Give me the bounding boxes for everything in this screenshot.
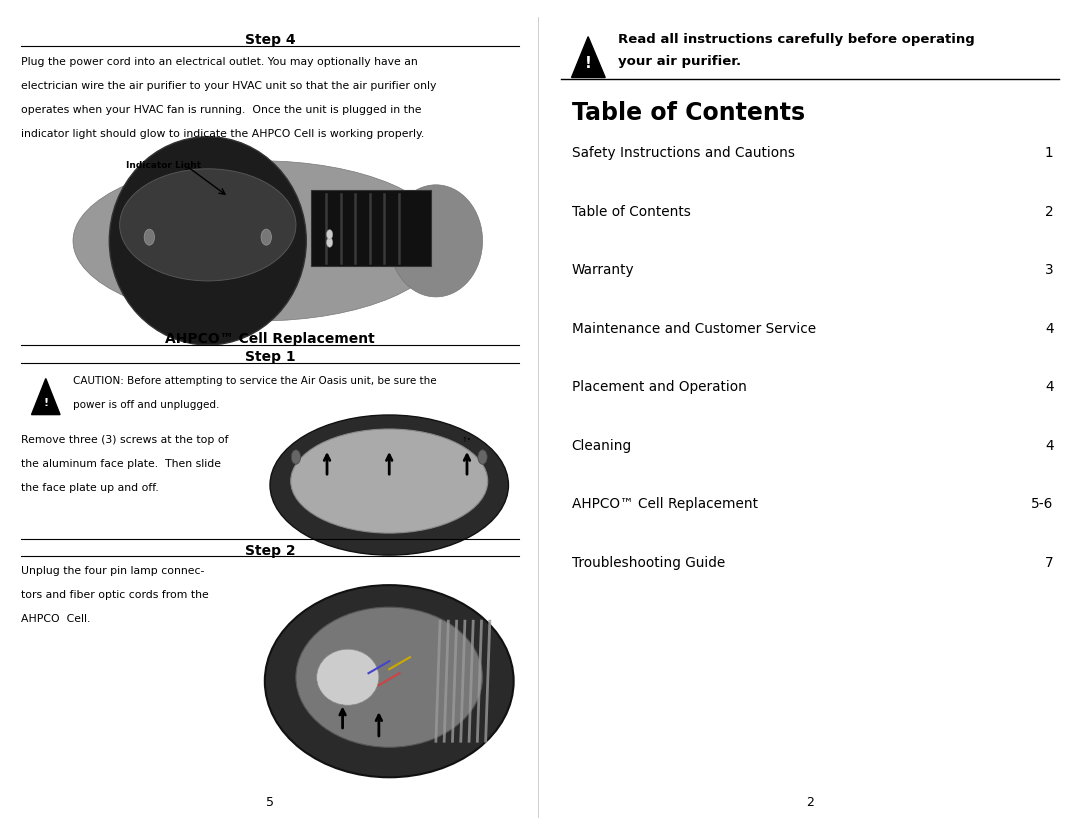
Text: Table of Contents: Table of Contents: [571, 205, 690, 219]
Ellipse shape: [324, 465, 454, 529]
Text: Warranty: Warranty: [571, 264, 634, 277]
FancyBboxPatch shape: [311, 190, 431, 267]
Text: indicator light should glow to indicate the AHPCO Cell is working properly.: indicator light should glow to indicate …: [22, 128, 424, 138]
Text: power is off and unplugged.: power is off and unplugged.: [73, 400, 219, 410]
Text: Placement and Operation: Placement and Operation: [571, 380, 746, 394]
Text: operates when your HVAC fan is running.  Once the unit is plugged in the: operates when your HVAC fan is running. …: [22, 105, 421, 115]
Text: AHPCO  Cell.: AHPCO Cell.: [22, 614, 91, 624]
Text: 4: 4: [1045, 439, 1054, 453]
Circle shape: [144, 229, 154, 245]
Text: the aluminum face plate.  Then slide: the aluminum face plate. Then slide: [22, 459, 221, 469]
Text: Step 1: Step 1: [245, 349, 295, 364]
Text: 3: 3: [1045, 264, 1054, 277]
Text: CAUTION: Before attempting to service the Air Oasis unit, be sure the: CAUTION: Before attempting to service th…: [73, 376, 436, 386]
Text: tors and fiber optic cords from the: tors and fiber optic cords from the: [22, 590, 208, 600]
Text: 5-6: 5-6: [1031, 497, 1054, 511]
Circle shape: [326, 238, 333, 247]
Text: !: !: [584, 57, 592, 72]
Text: Maintenance and Customer Service: Maintenance and Customer Service: [571, 322, 815, 336]
Text: AHPCO™ Cell Replacement: AHPCO™ Cell Replacement: [571, 497, 757, 511]
Polygon shape: [31, 379, 60, 414]
Text: Plug the power cord into an electrical outlet. You may optionally have an: Plug the power cord into an electrical o…: [22, 57, 418, 67]
Circle shape: [261, 229, 271, 245]
Text: 5: 5: [266, 796, 274, 809]
Text: Unplug the four pin lamp connec-: Unplug the four pin lamp connec-: [22, 566, 204, 576]
Ellipse shape: [389, 185, 483, 297]
Text: !: !: [43, 399, 49, 409]
Text: 1: 1: [1045, 147, 1054, 160]
Text: 4: 4: [1045, 380, 1054, 394]
Text: Read all instructions carefully before operating: Read all instructions carefully before o…: [618, 33, 975, 46]
Text: the face plate up and off.: the face plate up and off.: [22, 483, 159, 493]
Text: 2: 2: [1045, 205, 1054, 219]
Text: ↑•: ↑•: [462, 437, 472, 443]
Ellipse shape: [120, 168, 296, 281]
Text: Indicator Light: Indicator Light: [126, 161, 201, 170]
Circle shape: [477, 450, 487, 465]
Circle shape: [326, 229, 333, 239]
Text: AHPCO™ Cell Replacement: AHPCO™ Cell Replacement: [165, 332, 375, 346]
Text: Table of Contents: Table of Contents: [571, 101, 805, 125]
Ellipse shape: [265, 585, 514, 777]
Ellipse shape: [109, 137, 307, 345]
Ellipse shape: [73, 161, 446, 321]
Text: 4: 4: [1045, 322, 1054, 336]
Text: Step 4: Step 4: [245, 33, 295, 47]
Text: Troubleshooting Guide: Troubleshooting Guide: [571, 555, 725, 570]
Text: Cleaning: Cleaning: [571, 439, 632, 453]
Text: your air purifier.: your air purifier.: [618, 55, 741, 68]
Ellipse shape: [291, 429, 488, 533]
Text: 2: 2: [806, 796, 814, 809]
Text: Step 2: Step 2: [245, 544, 295, 557]
Text: 7: 7: [1045, 555, 1054, 570]
Circle shape: [292, 450, 300, 465]
Text: Safety Instructions and Cautions: Safety Instructions and Cautions: [571, 147, 795, 160]
Ellipse shape: [270, 415, 509, 555]
Text: electrician wire the air purifier to your HVAC unit so that the air purifier onl: electrician wire the air purifier to you…: [22, 81, 436, 91]
Polygon shape: [571, 37, 605, 78]
Ellipse shape: [316, 649, 379, 706]
Ellipse shape: [296, 607, 483, 747]
Text: Remove three (3) screws at the top of: Remove three (3) screws at the top of: [22, 435, 229, 445]
